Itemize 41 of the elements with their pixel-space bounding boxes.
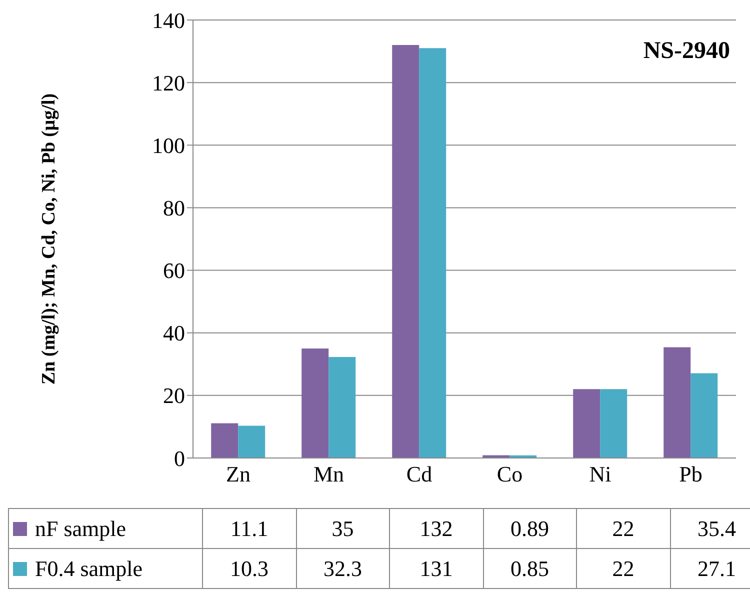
text: NS-2940 (643, 38, 730, 64)
bar (238, 426, 266, 458)
data-label: 22 (576, 548, 670, 588)
y-tick-label: 60 (163, 258, 185, 284)
bar (690, 373, 718, 458)
bar (328, 356, 356, 458)
bar (664, 347, 691, 458)
x-tick-label: Zn (226, 462, 250, 487)
y-tick-label: 0 (174, 446, 185, 471)
legend-label: F0.4 sample (34, 556, 143, 580)
data-label: 35 (296, 508, 390, 548)
data-label: 131 (390, 548, 483, 588)
x-tick-label: Pb (679, 462, 702, 487)
x-tick-label: Co (496, 462, 523, 487)
data-label: 10.3 (202, 548, 296, 588)
y-tick-label: 20 (163, 383, 185, 408)
data-label: 132 (390, 508, 483, 548)
bar (573, 389, 600, 458)
bar (302, 348, 329, 458)
data-label: 11.1 (202, 508, 296, 548)
data-label: 22 (576, 508, 670, 548)
data-label: 32.3 (296, 548, 390, 588)
data-label: 0.85 (483, 548, 576, 588)
y-tick-label: 40 (163, 320, 185, 346)
x-tick-label: Cd (406, 462, 432, 487)
y-tick-label: 80 (163, 196, 185, 221)
bar (392, 45, 420, 458)
data-label: 27.1 (670, 548, 750, 588)
bar (211, 423, 238, 458)
y-tick-label: 120 (152, 70, 185, 96)
y-axis-title: Zn (mg/l); Mn, Cd, Co, Ni, Pb (µg/l) (38, 93, 60, 385)
bar (419, 48, 446, 458)
data-label: 0.89 (483, 508, 576, 548)
y-tick-label: 140 (152, 8, 185, 33)
bar (600, 389, 628, 458)
data-label: 35.4 (670, 508, 750, 548)
bar (482, 455, 510, 458)
y-tick-label: 100 (152, 132, 185, 158)
x-tick-label: Ni (589, 462, 612, 487)
x-tick-label: Mn (313, 462, 344, 487)
legend-label: nF sample (34, 516, 126, 540)
